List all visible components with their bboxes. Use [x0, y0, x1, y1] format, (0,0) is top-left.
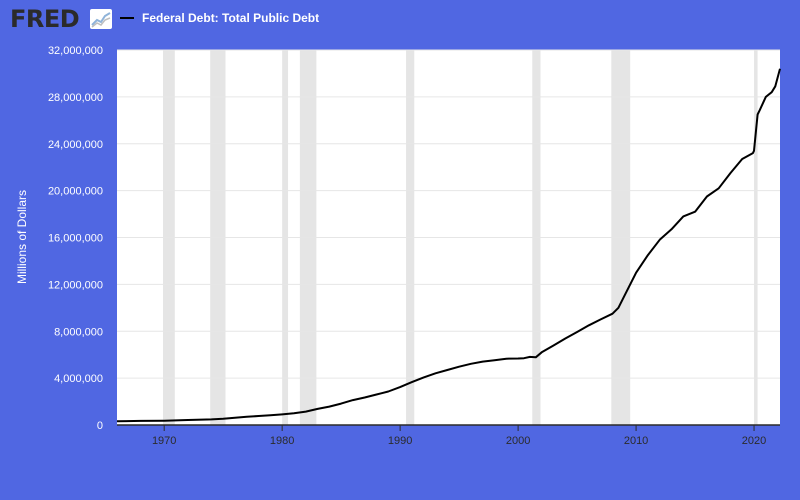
x-tick-label: 2010: [624, 435, 648, 447]
legend[interactable]: Federal Debt: Total Public Debt: [120, 8, 319, 28]
plot-area: 0 4,000,000 8,000,000 12,000,000 16,000,000 2…: [48, 45, 781, 447]
x-tick-label: 1990: [388, 435, 412, 447]
x-tick-label: 2020: [742, 435, 766, 447]
y-tick-label: 4,000,000: [54, 373, 103, 385]
chart-header: FRED Federal Debt: Total Public Debt: [0, 0, 800, 44]
legend-swatch: [120, 17, 134, 19]
legend-series-label: Federal Debt: Total Public Debt: [142, 11, 320, 25]
y-tick-label: 12,000,000: [48, 279, 103, 291]
fred-logo-text: FRED: [10, 5, 80, 33]
y-tick-label: 16,000,000: [48, 233, 103, 245]
fred-logo[interactable]: FRED: [10, 5, 112, 33]
y-tick-label: 0: [97, 420, 103, 432]
x-tick-label: 2000: [506, 435, 530, 447]
y-tick-label: 28,000,000: [48, 92, 103, 104]
y-tick-label: 24,000,000: [48, 139, 103, 151]
x-tick-label: 1970: [152, 435, 176, 447]
x-tick-label: 1980: [270, 435, 294, 447]
trend-line-chart-icon: [90, 9, 112, 29]
y-tick-label: 20,000,000: [48, 186, 103, 198]
y-tick-label: 8,000,000: [54, 326, 103, 338]
y-tick-label: 32,000,000: [48, 45, 103, 57]
series-line[interactable]: [116, 68, 781, 423]
